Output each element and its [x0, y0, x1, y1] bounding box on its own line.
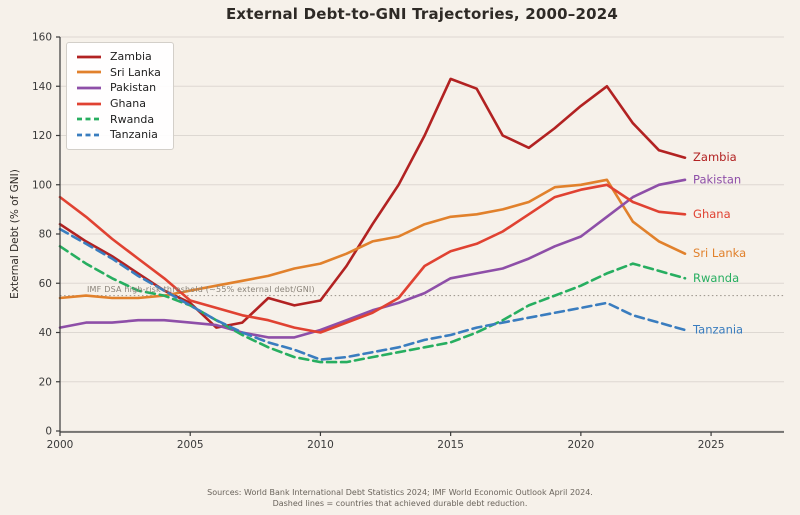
legend-label-pakistan: Pakistan — [110, 81, 157, 95]
y-tick-label-80: 80 — [39, 229, 52, 241]
legend-label-zambia: Zambia — [110, 50, 152, 64]
legend-item-sri-lanka: Sri Lanka — [76, 65, 161, 81]
x-tick-label-2010: 2010 — [307, 439, 334, 451]
end-label-rwanda: Rwanda — [693, 271, 739, 285]
legend-item-ghana: Ghana — [76, 96, 161, 112]
x-tick-label-2015: 2015 — [437, 439, 464, 451]
y-tick-label-60: 60 — [39, 278, 52, 290]
y-axis-label: External Debt (% of GNI) — [9, 169, 21, 299]
end-label-tanzania: Tanzania — [692, 323, 743, 337]
x-tick-label-2000: 2000 — [47, 439, 74, 451]
series-line-ghana — [58, 183, 687, 334]
chart-title: External Debt-to-GNI Trajectories, 2000–… — [225, 5, 619, 23]
x-tick-label-2005: 2005 — [177, 439, 204, 451]
legend-label-tanzania: Tanzania — [110, 128, 158, 142]
source-note: Sources: World Bank International Debt S… — [207, 488, 593, 497]
x-tick-label-2025: 2025 — [698, 439, 725, 451]
threshold-label: IMF DSA high-risk threshold (~55% extern… — [87, 285, 315, 294]
y-tick-label-100: 100 — [32, 179, 52, 191]
legend-item-zambia: Zambia — [76, 49, 161, 65]
y-tick-label-20: 20 — [39, 376, 52, 388]
legend-swatch-sri-lanka — [77, 70, 101, 74]
y-tick-label-160: 160 — [32, 32, 52, 44]
end-label-pakistan: Pakistan — [693, 172, 741, 186]
legend-label-rwanda: Rwanda — [110, 112, 155, 126]
legend-label-ghana: Ghana — [110, 97, 146, 111]
legend-item-tanzania: Tanzania — [76, 127, 161, 143]
series-line-rwanda — [58, 245, 687, 364]
y-tick-label-40: 40 — [39, 327, 52, 339]
legend-item-rwanda: Rwanda — [76, 111, 161, 127]
legend-swatch-zambia — [77, 55, 101, 59]
end-label-zambia: Zambia — [693, 150, 737, 164]
series-line-pakistan — [58, 178, 687, 339]
x-tick-label-2020: 2020 — [567, 439, 594, 451]
series-line-tanzania — [58, 227, 687, 361]
y-tick-label-0: 0 — [45, 426, 52, 438]
y-tick-label-140: 140 — [32, 81, 52, 93]
legend-label-sri-lanka: Sri Lanka — [110, 65, 161, 79]
legend-swatch-ghana — [77, 102, 101, 105]
legend-item-pakistan: Pakistan — [76, 80, 161, 96]
y-tick-label-120: 120 — [32, 130, 52, 142]
legend-box: Zambia Sri Lanka Pakistan Ghana Rwanda Tanzan… — [66, 42, 174, 150]
legend-swatch-pakistan — [77, 86, 101, 90]
dashed-note: Dashed lines = countries that achieved d… — [272, 499, 528, 508]
legend-swatch-rwanda — [77, 117, 101, 121]
end-label-sri-lanka: Sri Lanka — [693, 246, 746, 260]
end-label-ghana: Ghana — [693, 207, 731, 221]
legend-swatch-tanzania — [77, 133, 101, 137]
